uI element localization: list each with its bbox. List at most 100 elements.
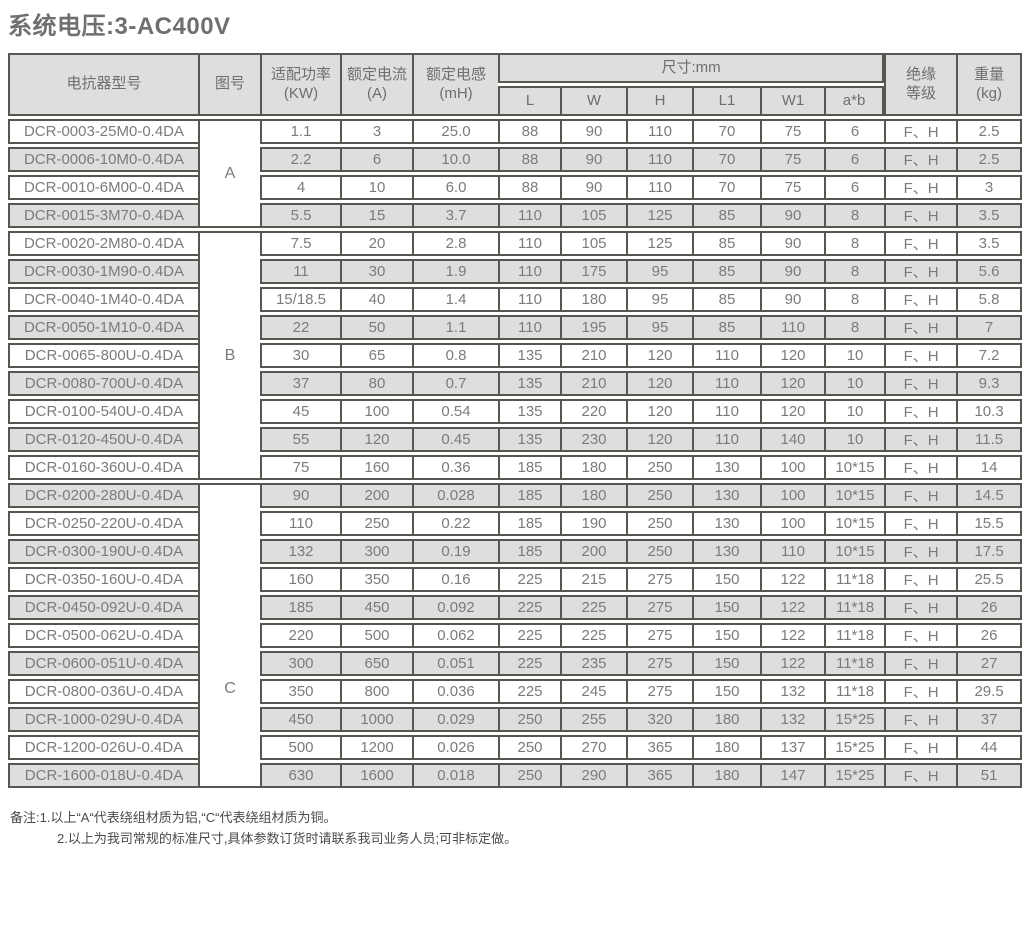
model-cell: DCR-0006-10M0-0.4DA xyxy=(8,147,198,172)
ab-cell: 8 xyxy=(824,259,885,284)
L1-cell: 180 xyxy=(692,735,760,760)
datasheet-page: 系统电压:3-AC400V 电抗器型号 图号 适配功率 (KW) 额定电流 (A… xyxy=(8,13,1023,846)
ab-cell: 11*18 xyxy=(824,623,885,648)
header-dim-h: H xyxy=(626,86,692,116)
insulation-cell: F、H xyxy=(884,623,957,648)
W-cell: 210 xyxy=(560,371,626,396)
H-cell: 275 xyxy=(626,567,692,592)
table-row: DCR-1000-029U-0.4DA 450 1000 0.029 250 255 320… xyxy=(8,707,1023,732)
current-cell: 120 xyxy=(340,427,412,452)
table-row: DCR-0500-062U-0.4DA 220 500 0.062 225 225 275 1… xyxy=(8,623,1023,648)
power-cell: 22 xyxy=(260,315,340,340)
header-figure: 图号 xyxy=(198,53,260,116)
H-cell: 365 xyxy=(626,763,692,788)
weight-cell: 10.3 xyxy=(956,399,1023,424)
current-cell: 800 xyxy=(340,679,412,704)
H-cell: 365 xyxy=(626,735,692,760)
L1-cell: 85 xyxy=(692,287,760,312)
H-cell: 95 xyxy=(626,315,692,340)
ab-cell: 6 xyxy=(824,175,885,200)
table-row: DCR-0100-540U-0.4DA 45 100 0.54 135 220 120 110… xyxy=(8,399,1023,424)
table-row: DCR-0015-3M70-0.4DA 5.5 15 3.7 110 105 125 85 90… xyxy=(8,203,1023,228)
L1-cell: 150 xyxy=(692,623,760,648)
L-cell: 250 xyxy=(498,707,560,732)
header-dim-ab: a*b xyxy=(824,86,885,116)
W1-cell: 90 xyxy=(760,287,824,312)
L-cell: 185 xyxy=(498,455,560,480)
figure-group-cell: B xyxy=(198,231,260,480)
W1-cell: 100 xyxy=(760,511,824,536)
power-cell: 15/18.5 xyxy=(260,287,340,312)
ab-cell: 8 xyxy=(824,287,885,312)
weight-cell: 3.5 xyxy=(956,203,1023,228)
header-inductance: 额定电感 (mH) xyxy=(412,53,498,116)
weight-cell: 26 xyxy=(956,623,1023,648)
weight-cell: 51 xyxy=(956,763,1023,788)
L-cell: 88 xyxy=(498,147,560,172)
insulation-cell: F、H xyxy=(884,399,957,424)
model-cell: DCR-0120-450U-0.4DA xyxy=(8,427,198,452)
table-row: DCR-1200-026U-0.4DA 500 1200 0.026 250 270 365… xyxy=(8,735,1023,760)
W1-cell: 122 xyxy=(760,567,824,592)
ab-cell: 10*15 xyxy=(824,511,885,536)
ab-cell: 10*15 xyxy=(824,539,885,564)
current-cell: 20 xyxy=(340,231,412,256)
W1-cell: 75 xyxy=(760,147,824,172)
inductance-cell: 0.36 xyxy=(412,455,498,480)
power-cell: 55 xyxy=(260,427,340,452)
power-cell: 1.1 xyxy=(260,119,340,144)
header-row-2: L W H L1 W1 a*b xyxy=(8,86,1022,116)
W1-cell: 100 xyxy=(760,483,824,508)
current-cell: 200 xyxy=(340,483,412,508)
current-cell: 65 xyxy=(340,343,412,368)
ab-cell: 8 xyxy=(824,231,885,256)
W-cell: 195 xyxy=(560,315,626,340)
current-cell: 50 xyxy=(340,315,412,340)
H-cell: 250 xyxy=(626,455,692,480)
table-row: DCR-0200-280U-0.4DA C 90 200 0.028 185 180 250 1… xyxy=(8,483,1023,788)
ab-cell: 11*18 xyxy=(824,567,885,592)
H-cell: 120 xyxy=(626,427,692,452)
H-cell: 250 xyxy=(626,483,692,508)
W-cell: 180 xyxy=(560,483,626,508)
W1-cell: 132 xyxy=(760,679,824,704)
W-cell: 180 xyxy=(560,455,626,480)
W-cell: 255 xyxy=(560,707,626,732)
L1-cell: 180 xyxy=(692,763,760,788)
L-cell: 225 xyxy=(498,679,560,704)
insulation-cell: F、H xyxy=(884,595,957,620)
insulation-cell: F、H xyxy=(884,371,957,396)
ab-cell: 8 xyxy=(824,315,885,340)
weight-cell: 14.5 xyxy=(956,483,1023,508)
table-body: DCR-0003-25M0-0.4DA A 1.1 3 25.0 88 90 110 70 75 6… xyxy=(8,119,1023,788)
power-cell: 185 xyxy=(260,595,340,620)
header-dimensions-group: 尺寸:mm xyxy=(498,53,885,83)
L-cell: 110 xyxy=(498,315,560,340)
insulation-cell: F、H xyxy=(884,231,957,256)
W-cell: 200 xyxy=(560,539,626,564)
table-row: DCR-0030-1M90-0.4DA 11 30 1.9 110 175 95 85 90 8 F… xyxy=(8,259,1023,284)
weight-cell: 14 xyxy=(956,455,1023,480)
L-cell: 110 xyxy=(498,259,560,284)
current-cell: 1600 xyxy=(340,763,412,788)
insulation-cell: F、H xyxy=(884,539,957,564)
power-cell: 160 xyxy=(260,567,340,592)
ab-cell: 6 xyxy=(824,119,885,144)
L-cell: 250 xyxy=(498,735,560,760)
ab-cell: 11*18 xyxy=(824,679,885,704)
table-row: DCR-1600-018U-0.4DA 630 1600 0.018 250 290 365… xyxy=(8,763,1023,788)
power-cell: 90 xyxy=(260,483,340,508)
W1-cell: 122 xyxy=(760,595,824,620)
note-line: 备注:1.以上“A“代表绕组材质为铝,“C“代表绕组材质为铜。 xyxy=(10,810,337,825)
W-cell: 290 xyxy=(560,763,626,788)
ab-cell: 11*18 xyxy=(824,595,885,620)
H-cell: 275 xyxy=(626,595,692,620)
L1-cell: 70 xyxy=(692,119,760,144)
L1-cell: 150 xyxy=(692,679,760,704)
H-cell: 120 xyxy=(626,343,692,368)
L1-cell: 130 xyxy=(692,455,760,480)
W-cell: 225 xyxy=(560,595,626,620)
model-cell: DCR-0160-360U-0.4DA xyxy=(8,455,198,480)
W1-cell: 122 xyxy=(760,623,824,648)
inductance-cell: 0.028 xyxy=(412,483,498,508)
